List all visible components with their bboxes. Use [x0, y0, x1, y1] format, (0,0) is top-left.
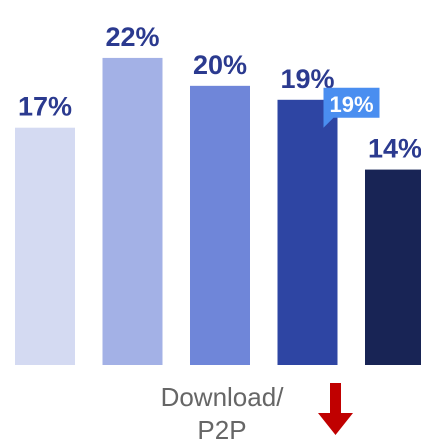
- bars-group: [15, 57, 421, 366]
- value-label-2: 22%: [105, 22, 159, 52]
- bar-1: [15, 127, 75, 365]
- value-label-3: 20%: [193, 50, 247, 80]
- bar-2: [102, 57, 163, 366]
- value-label-5: 14%: [368, 134, 421, 164]
- bar-5: [365, 169, 421, 365]
- down-arrow-icon: [318, 383, 353, 435]
- highlight-badge-label: 19%: [329, 92, 373, 117]
- value-label-1: 17%: [18, 92, 72, 122]
- category-label-line-1: Download/: [161, 382, 285, 412]
- bar-4: [277, 99, 338, 366]
- category-label-line-2: P2P: [197, 415, 246, 445]
- highlight-badge: 19%: [323, 87, 380, 128]
- bar-3: [190, 85, 250, 365]
- highlight-badge-shape: [323, 87, 380, 128]
- value-labels-group: 17% 22% 20% 19% 14%: [18, 22, 421, 164]
- category-annotation: Download/ P2P: [161, 382, 353, 445]
